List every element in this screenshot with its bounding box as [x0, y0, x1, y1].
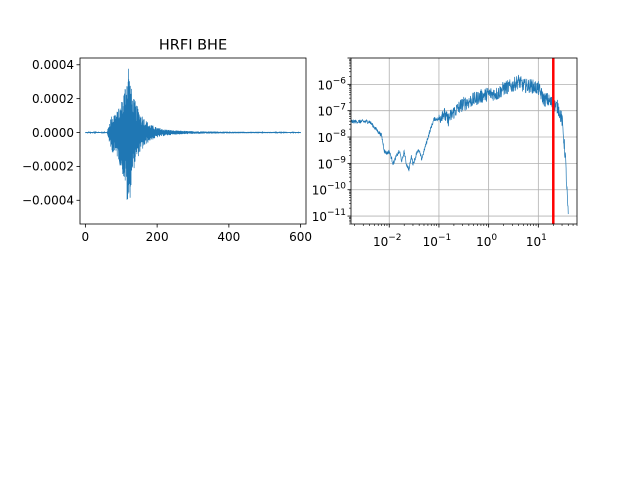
left-axes-frame [79, 57, 307, 225]
right-x-ticks: 10−2 10−1 100 101 [354, 224, 578, 249]
right-y-tick-label: 10−10 [312, 182, 347, 198]
tick-base: 10 [317, 78, 332, 92]
tick-exponent: −10 [327, 182, 346, 192]
right-y-tick-label: 10−7 [317, 103, 346, 119]
tick-base: 10 [312, 184, 327, 198]
left-x-tick-label: 0 [82, 230, 90, 244]
right-y-tick-label: 10−6 [317, 76, 346, 92]
tick-exponent: −8 [333, 129, 347, 139]
tick-base: 10 [312, 210, 327, 224]
left-y-tick-label: −0.0004 [22, 194, 74, 208]
tick-exponent: −7 [333, 103, 346, 113]
tick-exponent: −11 [327, 208, 346, 218]
left-chart-title: HRFI BHE [159, 38, 227, 54]
tick-base: 10 [317, 131, 332, 145]
tick-base: 10 [476, 235, 491, 249]
tick-base: 10 [317, 157, 332, 171]
right-plot-area [350, 74, 569, 215]
left-y-tick-label: 0.0000 [32, 126, 74, 140]
left-plot-area [85, 68, 301, 200]
tick-exponent: −6 [333, 76, 347, 86]
tick-exponent: 0 [491, 233, 497, 243]
right-y-tick-label: 10−11 [312, 208, 346, 224]
right-y-tick-label: 10−9 [317, 155, 346, 171]
left-x-ticks: 0 200 400 600 [82, 224, 312, 244]
tick-base: 10 [526, 235, 541, 249]
right-grid [351, 58, 577, 224]
left-y-tick-label: −0.0002 [22, 160, 74, 174]
tick-base: 10 [423, 235, 438, 249]
tick-exponent: −9 [333, 155, 347, 165]
tick-exponent: 1 [541, 233, 547, 243]
tick-exponent: −1 [438, 233, 451, 243]
right-x-tick-label: 10−1 [423, 233, 452, 249]
left-y-tick-label: 0.0004 [32, 58, 74, 72]
right-y-tick-label: 10−8 [317, 129, 346, 145]
tick-base: 10 [317, 105, 332, 119]
right-x-tick-label: 10−2 [373, 233, 402, 249]
tick-base: 10 [373, 235, 388, 249]
tick-exponent: −2 [388, 233, 401, 243]
spectrum-series-line [350, 74, 569, 215]
left-x-tick-label: 600 [289, 230, 312, 244]
left-y-ticks: 0.0004 0.0002 0.0000 −0.0002 −0.0004 [22, 58, 80, 208]
right-x-tick-label: 100 [476, 233, 497, 249]
left-y-tick-label: 0.0002 [32, 92, 74, 106]
left-subplot: HRFI BHE 0 200 400 600 0.0004 0.0002 0.0000 −0… [22, 38, 312, 245]
right-x-tick-label: 101 [526, 233, 547, 249]
left-x-tick-label: 200 [146, 230, 169, 244]
waveform-series-line [85, 68, 301, 200]
right-subplot: 10−2 10−1 100 101 10−610−710−810−910−1010−1… [312, 57, 578, 249]
left-x-tick-label: 400 [217, 230, 240, 244]
